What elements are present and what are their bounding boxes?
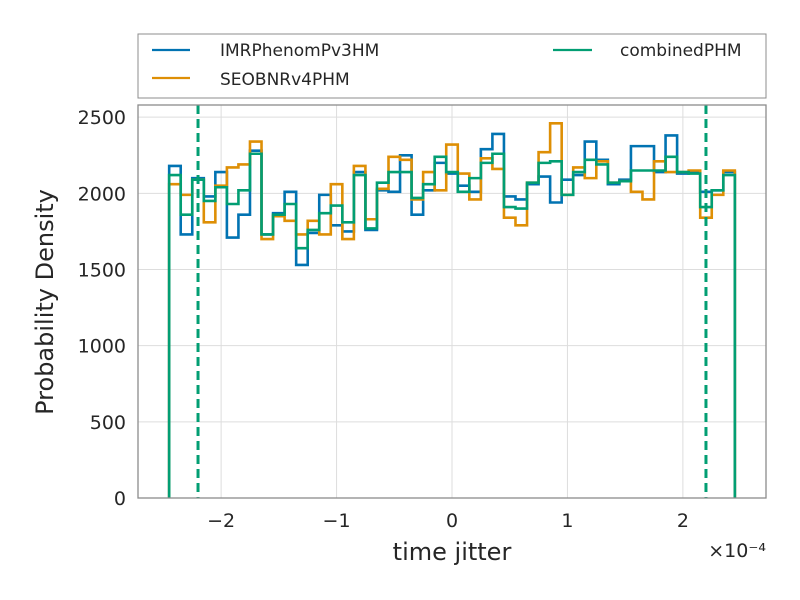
x-tick-label: 0: [446, 510, 458, 532]
plot-frame: [137, 104, 767, 499]
x-tick-label: −2: [207, 510, 235, 532]
x-axis-label: time jitter: [393, 538, 512, 566]
grid: [138, 105, 766, 499]
y-tick-label: 2500: [78, 107, 126, 129]
y-tick-labels: 0 500 1000 1500 2000 2500: [78, 107, 126, 510]
legend-label-imrphenompv3hm: IMRPhenomPv3HM: [220, 41, 379, 61]
x-axis-scale-label: ×10⁻⁴: [708, 540, 766, 562]
y-tick-label: 1000: [78, 336, 126, 358]
y-tick-label: 500: [90, 412, 126, 434]
x-tick-label: 1: [561, 510, 573, 532]
legend-frame: [137, 33, 767, 99]
series-group: [167, 121, 737, 498]
x-tick-label: 2: [677, 510, 689, 532]
legend: IMRPhenomPv3HM SEOBNRv4PHM combinedPHM: [137, 33, 767, 99]
y-tick-label: 0: [114, 488, 126, 510]
y-axis-label: Probability Density: [31, 189, 59, 415]
y-tick-label: 2000: [78, 183, 126, 205]
legend-label-combinedphm: combinedPHM: [620, 41, 742, 61]
y-tick-label: 1500: [78, 260, 126, 282]
vlines-group: [196, 105, 708, 498]
x-tick-labels: −2 −1 0 1 2: [207, 510, 689, 532]
legend-label-seobnrv4phm: SEOBNRv4PHM: [220, 70, 350, 90]
x-tick-label: −1: [323, 510, 351, 532]
series-step-combinedphm: [167, 152, 737, 498]
